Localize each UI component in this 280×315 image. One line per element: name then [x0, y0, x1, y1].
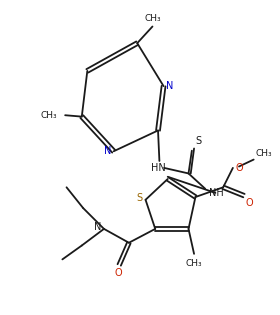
Text: CH₃: CH₃ [255, 149, 272, 158]
Text: N: N [94, 222, 102, 232]
Text: NH: NH [209, 188, 224, 198]
Text: O: O [245, 198, 253, 209]
Text: S: S [136, 193, 142, 203]
Text: CH₃: CH₃ [186, 259, 202, 268]
Text: N: N [104, 146, 111, 156]
Text: S: S [195, 136, 202, 146]
Text: N: N [166, 81, 173, 91]
Text: CH₃: CH₃ [145, 14, 161, 23]
Text: HN: HN [151, 163, 165, 173]
Text: O: O [235, 163, 243, 173]
Text: O: O [114, 268, 122, 278]
Text: CH₃: CH₃ [40, 111, 57, 120]
